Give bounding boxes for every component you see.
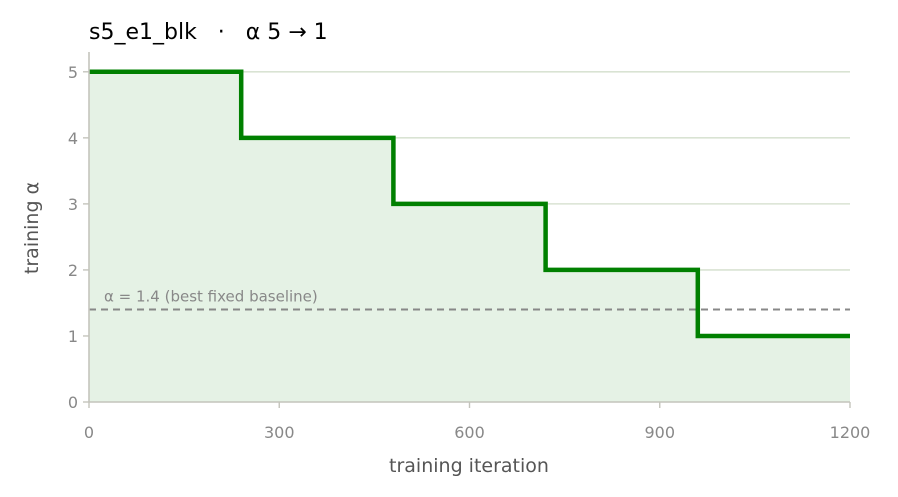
reference-line-label: α = 1.4 (best fixed baseline) xyxy=(104,288,318,306)
x-axis-label: training iteration xyxy=(389,455,549,477)
x-tick-label: 1200 xyxy=(830,423,871,442)
reference-line-group: α = 1.4 (best fixed baseline) xyxy=(89,288,850,311)
chart-title: s5_e1_blk · α 5 → 1 xyxy=(89,20,328,45)
y-ticks: 0 1 2 3 4 5 xyxy=(68,63,89,412)
x-tick-label: 600 xyxy=(454,423,485,442)
x-tick-label: 300 xyxy=(264,423,295,442)
x-ticks: 0 300 600 900 1200 xyxy=(84,402,870,442)
y-tick-label: 3 xyxy=(68,195,78,214)
y-tick-label: 2 xyxy=(68,261,78,280)
y-tick-label: 0 xyxy=(68,393,78,412)
y-tick-label: 1 xyxy=(68,327,78,346)
y-tick-label: 4 xyxy=(68,129,78,148)
series-area-fill xyxy=(89,71,850,403)
y-axis-label: training α xyxy=(21,182,43,274)
x-tick-label: 0 xyxy=(84,423,94,442)
x-tick-label: 900 xyxy=(644,423,675,442)
y-tick-label: 5 xyxy=(68,63,78,82)
series-step-line xyxy=(89,69,850,339)
